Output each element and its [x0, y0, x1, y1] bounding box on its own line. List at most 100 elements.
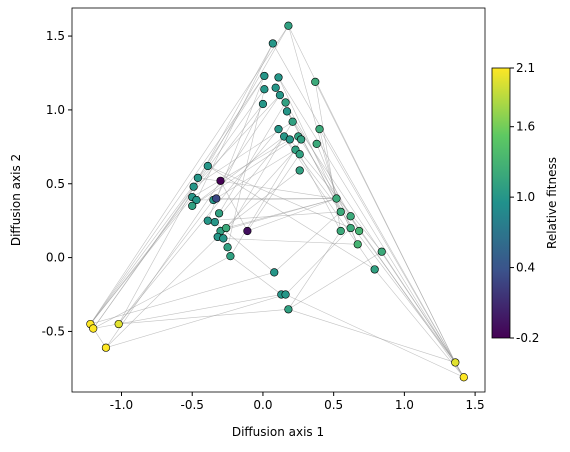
edge — [288, 230, 341, 310]
edge — [193, 94, 281, 187]
edge — [288, 25, 337, 199]
point — [288, 117, 297, 126]
edge — [274, 211, 341, 273]
x-tick-label: 1.0 — [395, 398, 414, 412]
plot-frame — [71, 7, 486, 393]
edge — [285, 294, 464, 378]
point — [260, 85, 269, 94]
edge — [226, 198, 337, 229]
point — [282, 107, 292, 116]
edge — [315, 81, 456, 363]
point — [216, 176, 225, 185]
point — [101, 343, 111, 352]
point — [222, 223, 231, 233]
edge — [214, 136, 285, 223]
edge — [350, 216, 465, 378]
edge — [220, 180, 248, 232]
colorbar-tick-label: -0.2 — [516, 331, 539, 345]
edge — [197, 75, 265, 179]
point — [315, 125, 324, 134]
x-tick-label: 1.5 — [466, 398, 485, 412]
edge — [118, 308, 289, 325]
point — [268, 39, 277, 48]
point — [212, 194, 221, 203]
colorbar-tick-label: 1.6 — [516, 120, 535, 134]
point — [203, 216, 212, 225]
point — [285, 135, 294, 144]
point — [260, 71, 269, 81]
edge — [247, 198, 337, 232]
colorbar-tick-label: 1.0 — [516, 190, 535, 204]
point — [275, 91, 285, 100]
point — [192, 195, 201, 205]
point — [270, 268, 279, 277]
edge — [218, 102, 286, 214]
edge — [105, 294, 286, 348]
edge — [93, 294, 282, 329]
point — [281, 98, 290, 107]
point — [203, 161, 212, 171]
x-tick-label: -1.0 — [110, 398, 133, 412]
point — [193, 173, 202, 182]
x-tick-label: 0.0 — [253, 398, 272, 412]
point — [370, 265, 379, 274]
point — [346, 212, 355, 221]
edge — [118, 199, 214, 325]
point — [353, 240, 362, 249]
point — [89, 324, 98, 333]
edge — [213, 149, 296, 201]
point — [295, 150, 304, 159]
point — [284, 305, 293, 314]
point — [281, 290, 290, 299]
point — [258, 99, 268, 109]
edge — [374, 269, 465, 378]
edge — [90, 165, 209, 325]
edge — [272, 43, 465, 378]
colorbar-label: Relative fitness — [545, 157, 559, 249]
edge — [314, 81, 342, 232]
edge — [319, 128, 465, 378]
x-axis-label: Diffusion axis 1 — [232, 425, 324, 439]
point — [377, 247, 386, 256]
point — [312, 139, 321, 148]
edge — [90, 75, 265, 325]
edge — [192, 136, 285, 207]
edge — [288, 251, 382, 310]
edge — [90, 103, 264, 325]
point — [274, 73, 283, 82]
edge — [192, 136, 299, 207]
point — [284, 21, 293, 30]
edge — [230, 255, 282, 295]
edge — [192, 139, 290, 198]
edge — [105, 236, 218, 348]
point — [214, 209, 224, 218]
point — [243, 226, 252, 236]
y-tick-label: 0.5 — [46, 177, 65, 191]
edge — [278, 77, 465, 378]
edge — [285, 102, 360, 232]
point — [188, 201, 197, 211]
point — [114, 319, 123, 329]
edge — [90, 25, 289, 325]
y-axis-label: Diffusion axis 2 — [9, 154, 23, 246]
colorbar-tick-label: 0.4 — [516, 261, 535, 275]
point — [346, 223, 355, 233]
point — [459, 373, 468, 382]
y-tick-label: -0.5 — [42, 324, 65, 338]
point — [223, 243, 232, 252]
edge — [230, 139, 302, 257]
edge — [105, 94, 281, 348]
colorbar-tick-label: 2.1 — [516, 61, 535, 75]
colorbar — [491, 67, 511, 339]
y-tick-label: 0.0 — [46, 251, 65, 265]
x-tick-label: -0.5 — [181, 398, 204, 412]
edge — [217, 149, 296, 238]
point — [271, 83, 280, 92]
point — [332, 194, 341, 203]
edge — [319, 129, 337, 199]
point — [295, 166, 304, 175]
edge — [247, 154, 300, 232]
edge — [220, 170, 300, 232]
point — [451, 358, 460, 367]
